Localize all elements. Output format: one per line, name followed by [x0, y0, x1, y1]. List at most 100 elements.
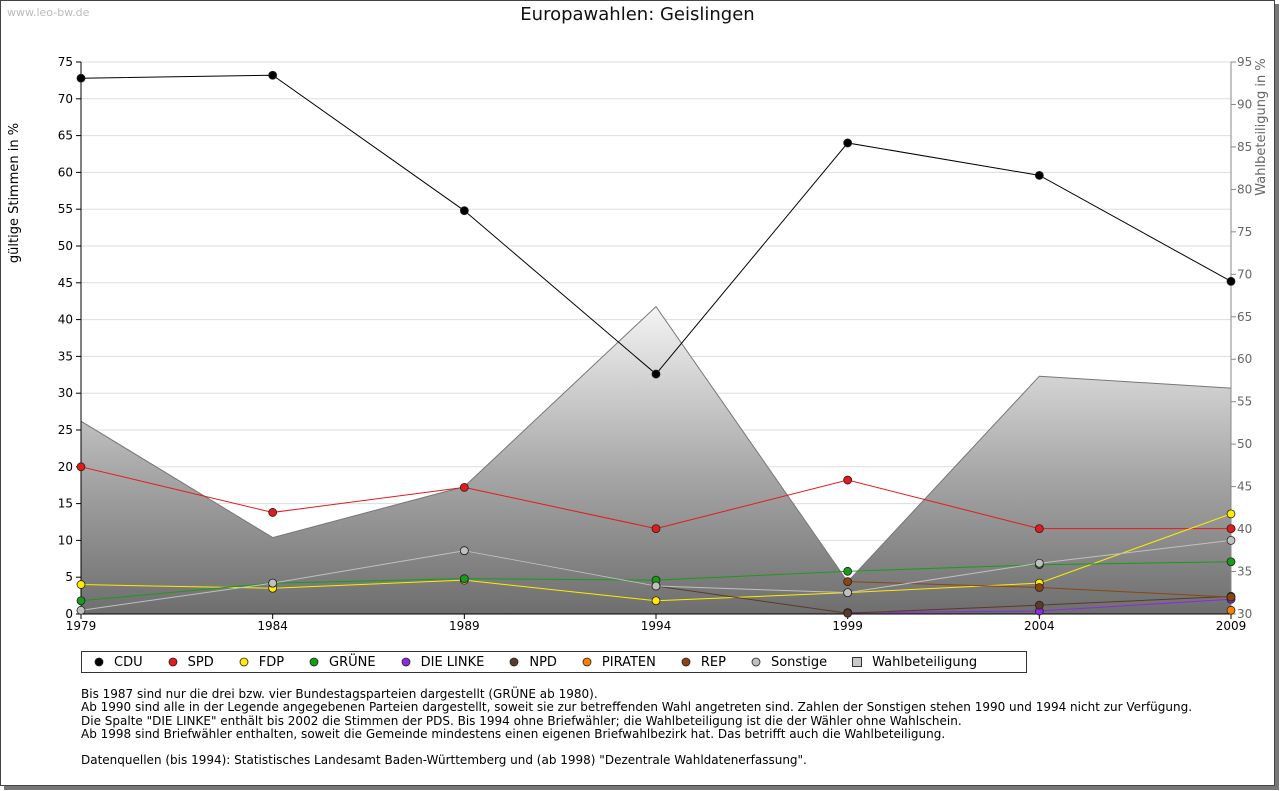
y-right-tick-label: 60 — [1237, 352, 1252, 366]
data-point — [459, 206, 469, 216]
data-point — [651, 596, 661, 606]
data-point — [651, 369, 661, 379]
legend-item: NPD — [509, 655, 570, 670]
y-tick-label: 50 — [58, 239, 73, 253]
source-note: Datenquellen (bis 1994): Statistisches L… — [81, 753, 807, 768]
legend-swatch-icon — [852, 657, 863, 667]
y-right-tick-label: 85 — [1237, 140, 1252, 154]
data-point — [76, 596, 86, 606]
y-tick-label: 0 — [65, 607, 73, 621]
y-tick-label: 65 — [58, 129, 73, 143]
notes: Bis 1987 sind nur die drei bzw. vier Bun… — [81, 687, 1192, 768]
y-tick-label: 30 — [58, 386, 73, 400]
y-right-tick-label: 50 — [1237, 437, 1252, 451]
legend-marker-icon — [401, 657, 411, 667]
y-right-tick-label: 55 — [1237, 395, 1252, 409]
note-line: Ab 1998 sind Briefwähler enthalten, sowe… — [81, 726, 946, 741]
x-tick-label: 1999 — [832, 619, 863, 633]
legend-marker-icon — [509, 657, 519, 667]
y-right-tick-label: 40 — [1237, 522, 1252, 536]
data-point — [1034, 600, 1044, 610]
data-point — [1226, 592, 1236, 602]
data-point — [268, 70, 278, 80]
y-right-tick-label: 90 — [1237, 97, 1252, 111]
data-point — [1034, 583, 1044, 592]
data-point — [843, 588, 853, 598]
legend-label: CDU — [114, 654, 143, 670]
data-point — [459, 546, 469, 556]
y-tick-label: 15 — [58, 497, 73, 511]
legend-label: PIRATEN — [601, 654, 656, 670]
y-right-tick-label: 95 — [1237, 55, 1252, 69]
legend: CDU SPD FDP GRÜNE DIE LINKE NPD PIRATEN REP Sons… — [81, 651, 1027, 673]
legend-marker-icon — [94, 657, 104, 667]
data-point — [1034, 524, 1044, 534]
chart-title: Europawahlen: Geislingen — [520, 4, 755, 25]
data-point — [76, 73, 86, 83]
y-right-tick-label: 70 — [1237, 267, 1252, 281]
y-right-tick-label: 35 — [1237, 565, 1252, 579]
data-point — [843, 475, 853, 485]
data-point — [76, 462, 86, 472]
legend-item: Wahlbeteiligung — [852, 655, 990, 670]
legend-item: Sonstige — [751, 655, 840, 670]
x-tick-label: 1989 — [449, 619, 480, 633]
y-tick-label: 25 — [58, 423, 73, 437]
legend-marker-icon — [239, 657, 249, 667]
y-tick-label: 5 — [65, 570, 73, 584]
data-point — [1226, 605, 1236, 615]
data-point — [843, 566, 853, 576]
data-point — [1226, 536, 1236, 545]
y-tick-label: 35 — [58, 349, 73, 363]
legend-marker-icon — [582, 657, 592, 667]
data-point — [459, 574, 469, 584]
x-tick-label: 1984 — [257, 619, 288, 633]
y-right-tick-label: 30 — [1237, 607, 1252, 621]
legend-marker-icon — [168, 657, 178, 667]
y-tick-label: 40 — [58, 313, 73, 327]
data-point — [843, 608, 853, 618]
legend-item: REP — [681, 655, 739, 670]
legend-label: Sonstige — [770, 654, 828, 670]
x-tick-label: 1994 — [641, 619, 672, 633]
legend-marker-icon — [309, 657, 319, 667]
y-right-tick-label: 45 — [1237, 480, 1252, 494]
x-tick-label: 2009 — [1216, 619, 1247, 633]
data-point — [268, 508, 278, 517]
watermark: www.leo-bw.de — [7, 6, 90, 19]
data-point — [1226, 557, 1236, 567]
y-tick-label: 70 — [58, 92, 73, 106]
data-point — [76, 580, 86, 589]
data-point — [843, 577, 853, 587]
data-point — [76, 605, 86, 615]
x-tick-label: 2004 — [1024, 619, 1055, 633]
legend-label: FDP — [258, 654, 285, 670]
y-right-tick-label: 80 — [1237, 182, 1252, 196]
y-right-tick-label: 65 — [1237, 310, 1252, 324]
data-point — [268, 578, 278, 588]
data-point — [651, 524, 661, 534]
x-tick-label: 1979 — [66, 619, 97, 633]
legend-label: REP — [700, 654, 726, 670]
legend-label: Wahlbeteiligung — [872, 654, 978, 670]
legend-label: SPD — [187, 654, 214, 670]
data-point — [1034, 558, 1044, 568]
legend-label: GRÜNE — [329, 654, 376, 670]
y-axis-label: gültige Stimmen in % — [7, 123, 22, 263]
data-point — [1034, 170, 1044, 180]
note-line: Die Spalte "DIE LINKE" enthält bis 2002 … — [81, 713, 962, 728]
legend-label: DIE LINKE — [420, 654, 485, 670]
legend-item: SPD — [168, 655, 227, 670]
y-right-tick-label: 75 — [1237, 225, 1252, 239]
y-tick-label: 75 — [58, 55, 73, 69]
data-point — [1226, 276, 1236, 286]
legend-label: NPD — [529, 654, 557, 670]
y-tick-label: 55 — [58, 202, 73, 216]
legend-item: GRÜNE — [309, 655, 389, 670]
y-tick-label: 60 — [58, 165, 73, 179]
data-point — [1226, 524, 1236, 534]
legend-marker-icon — [751, 657, 761, 667]
note-line: Bis 1987 sind nur die drei bzw. vier Bun… — [81, 687, 598, 701]
y-right-axis-label: Wahlbeteiligung in % — [1254, 58, 1269, 195]
